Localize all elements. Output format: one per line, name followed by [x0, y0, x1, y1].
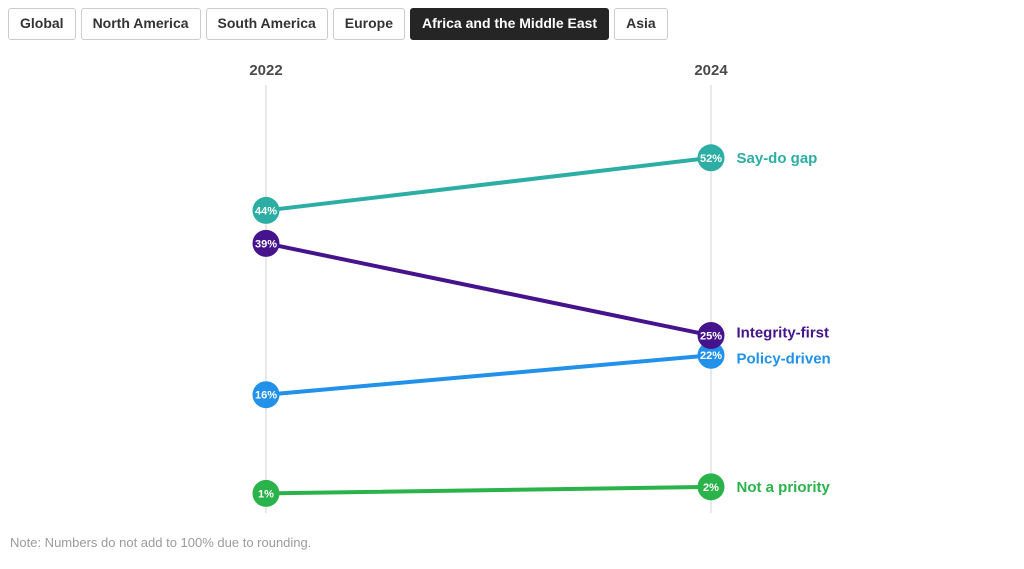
data-point-say-do-gap-2024 — [697, 144, 725, 172]
data-point-value-not-a-priority-2022: 1% — [258, 488, 274, 500]
data-point-value-integrity-first-2022: 39% — [255, 238, 277, 250]
series-label-not-a-priority: Not a priority — [737, 479, 831, 496]
year-label-2024: 2024 — [694, 62, 728, 79]
region-tabs: Global North America South America Europe Af… — [8, 8, 668, 40]
series-line-say-do-gap — [264, 155, 713, 213]
chart-footnote: Note: Numbers do not add to 100% due to … — [10, 535, 312, 550]
tab-south-america[interactable]: South America — [205, 8, 328, 40]
data-point-value-policy-driven-2024: 22% — [700, 350, 722, 362]
data-point-policy-driven-2022 — [252, 381, 280, 409]
data-point-integrity-first-2022 — [252, 229, 280, 257]
data-point-not-a-priority-2022 — [252, 479, 280, 507]
tab-asia[interactable]: Asia — [614, 8, 668, 40]
data-point-value-integrity-first-2024: 25% — [700, 330, 722, 342]
series-label-policy-driven: Policy-driven — [737, 350, 831, 367]
data-point-value-not-a-priority-2024: 2% — [703, 482, 719, 494]
series-label-integrity-first: Integrity-first — [737, 324, 830, 341]
series-label-say-do-gap: Say-do gap — [737, 150, 818, 167]
data-point-integrity-first-2024 — [697, 321, 725, 349]
year-label-2022: 2022 — [249, 62, 282, 79]
data-point-say-do-gap-2022 — [252, 196, 280, 224]
tab-africa-and-the-middle-east[interactable]: Africa and the Middle East — [410, 8, 610, 40]
data-point-value-say-do-gap-2022: 44% — [255, 205, 277, 217]
tab-north-america[interactable]: North America — [80, 8, 201, 40]
data-point-value-policy-driven-2022: 16% — [255, 390, 277, 402]
tab-europe[interactable]: Europe — [332, 8, 406, 40]
tab-global[interactable]: Global — [8, 8, 76, 40]
series-line-not-a-priority — [264, 484, 713, 496]
data-point-value-say-do-gap-2024: 52% — [700, 153, 722, 165]
data-point-policy-driven-2024 — [697, 341, 725, 369]
series-line-integrity-first — [264, 241, 713, 338]
data-point-not-a-priority-2024 — [697, 473, 725, 501]
series-line-policy-driven — [264, 353, 713, 397]
